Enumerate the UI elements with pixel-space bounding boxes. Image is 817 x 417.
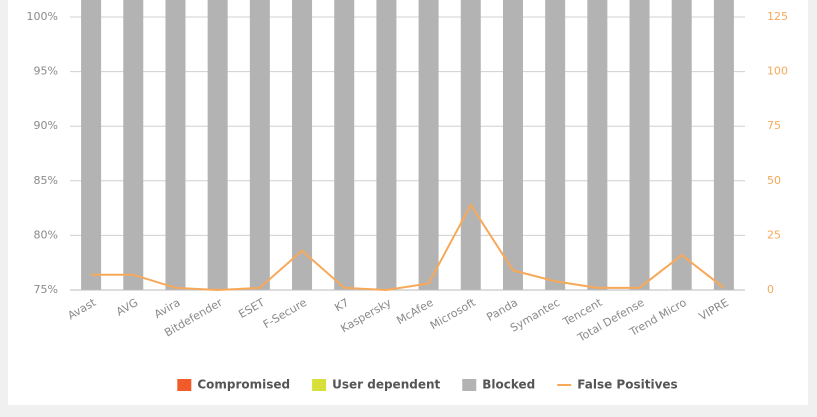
y2-tick-label: 50	[767, 174, 781, 187]
y-tick-label: 75%	[34, 283, 58, 296]
y2-tick-label: 25	[767, 228, 781, 241]
bar-segment	[502, 0, 523, 291]
bar-segment	[376, 0, 397, 291]
bar-segment	[334, 0, 355, 290]
bar-segment	[587, 0, 608, 290]
line-series	[91, 202, 725, 292]
bar-segment	[207, 0, 228, 290]
legend-label: Compromised	[197, 378, 290, 392]
legend-swatch	[177, 379, 192, 391]
legend-swatch	[462, 379, 477, 391]
bar-segment	[123, 0, 144, 290]
bar-segment	[418, 0, 439, 291]
bar-segment	[165, 0, 186, 290]
y2-tick-label: 75	[767, 119, 781, 132]
y-tick-label: 100%	[27, 10, 58, 23]
legend-label: User dependent	[332, 378, 440, 392]
bar-segment	[671, 0, 692, 290]
y2-tick-label: 0	[767, 283, 774, 296]
y-tick-label: 80%	[34, 228, 58, 241]
y2-tick-label: 100	[767, 65, 788, 78]
x-tick-label: K7	[332, 296, 351, 314]
legend-label: False Positives	[577, 378, 677, 392]
legend-label: Blocked	[482, 378, 535, 392]
y2-tick-label: 125	[767, 10, 788, 23]
y-tick-label: 90%	[34, 119, 58, 132]
bar-segment	[629, 0, 650, 291]
y-tick-label: 85%	[34, 174, 58, 187]
bar-segment	[713, 0, 734, 291]
bar-segment	[460, 0, 481, 290]
bar-segment	[249, 0, 270, 291]
bar-segment	[545, 0, 566, 290]
legend: Compromised User dependent Blocked False Po…	[177, 378, 678, 392]
bar-segment	[81, 0, 102, 290]
y-tick-label: 95%	[34, 65, 58, 78]
bar-segment	[292, 0, 313, 290]
legend-swatch	[312, 379, 327, 391]
